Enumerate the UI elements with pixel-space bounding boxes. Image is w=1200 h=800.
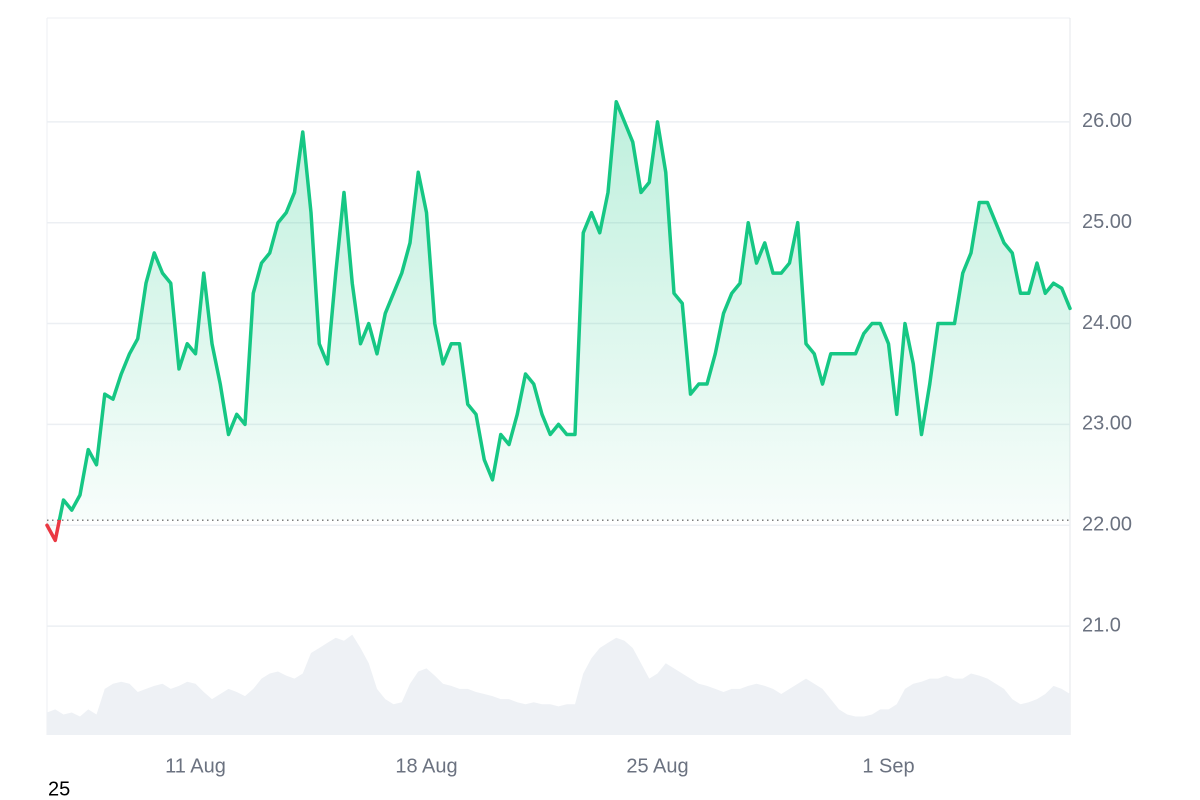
footer-text: 25: [48, 778, 70, 800]
x-tick-label: 18 Aug: [395, 755, 457, 777]
x-tick-label: 11 Aug: [165, 755, 226, 777]
y-tick-label: 22.00: [1082, 514, 1132, 536]
y-tick-label: 24.00: [1082, 312, 1132, 334]
x-tick-label: 25 Aug: [626, 755, 688, 777]
volume-area: [47, 634, 1070, 735]
y-tick-label: 23.00: [1082, 413, 1132, 435]
y-tick-label: 26.00: [1082, 110, 1132, 132]
y-tick-label: 21.0: [1082, 614, 1121, 636]
y-tick-label: 25.00: [1082, 211, 1132, 233]
price-line: [45, 99, 1072, 543]
x-tick-label: 1 Sep: [862, 755, 914, 777]
price-area: [47, 101, 1070, 541]
